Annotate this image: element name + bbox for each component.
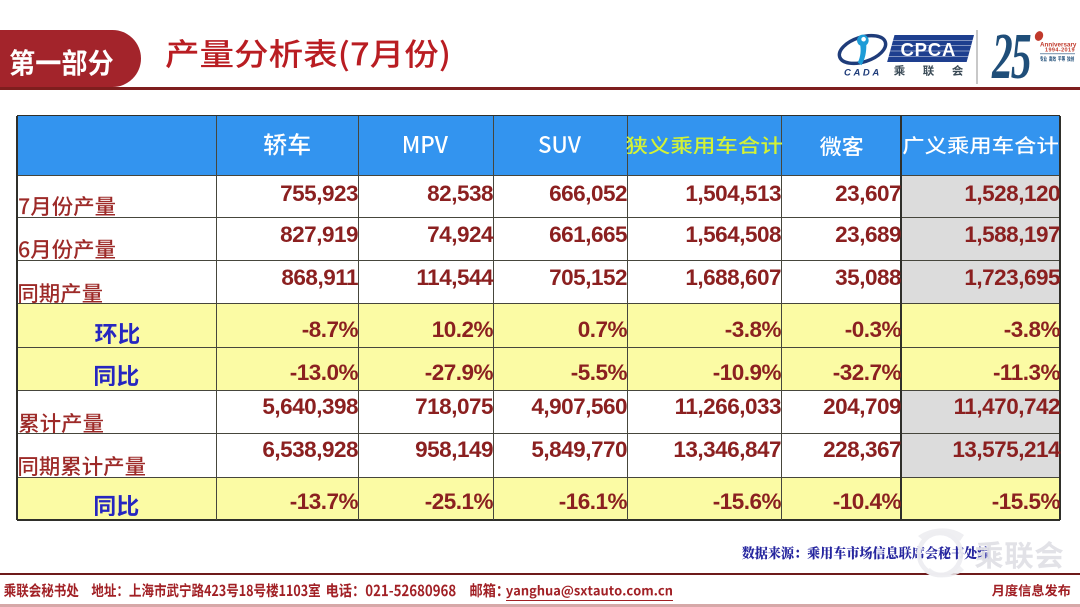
svg-text:25: 25 [991,20,1030,93]
svg-text:Anniversary: Anniversary [1040,42,1077,49]
svg-text:CPCA: CPCA [901,39,957,60]
svg-text:CADA: CADA [844,68,882,79]
svg-text:1994-2019: 1994-2019 [1045,48,1075,54]
